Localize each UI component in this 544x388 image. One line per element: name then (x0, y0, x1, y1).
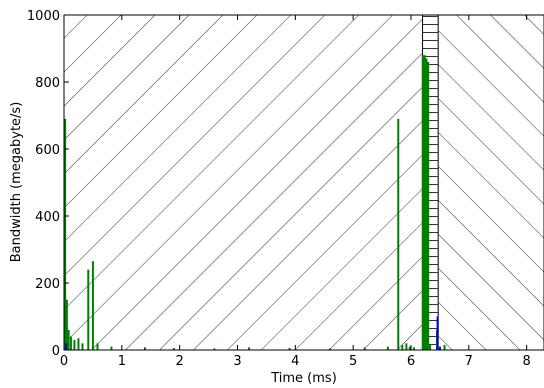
bar-0-29 (443, 344, 446, 350)
y-tick-label: 1000 (27, 9, 60, 24)
x-tick-label: 7 (465, 354, 473, 369)
x-tick-label: 2 (176, 354, 184, 369)
bar-0-17 (363, 347, 366, 350)
bar-0-21 (405, 343, 408, 350)
bar-0-15 (288, 347, 291, 350)
bar-0-10 (110, 346, 113, 350)
bar-0-8 (91, 261, 94, 350)
x-tick-label: 5 (349, 354, 357, 369)
bar-0-2 (67, 329, 70, 350)
data-bars (64, 55, 446, 350)
hatch-region-2 (438, 15, 544, 350)
bar-0-18 (386, 346, 389, 350)
x-tick-label: 3 (233, 354, 241, 369)
hatch-region-0 (64, 15, 423, 350)
bar-0-7 (87, 269, 90, 350)
y-tick-label: 200 (35, 277, 60, 292)
bar-0-16 (329, 348, 332, 350)
bar-0-26 (425, 61, 430, 350)
x-axis-ticks: 0 1 2 3 4 5 6 7 8 (60, 15, 531, 369)
x-tick-label: 8 (523, 354, 531, 369)
y-tick-label: 0 (52, 344, 60, 359)
y-tick-label: 600 (35, 143, 60, 158)
bar-0-6 (81, 343, 84, 350)
bar-0-9 (96, 343, 99, 350)
y-axis-label: Bandwidth (megabyte/s) (9, 102, 24, 263)
bar-0-1 (65, 299, 68, 350)
x-axis-label: Time (ms) (270, 371, 337, 386)
x-tick-label: 0 (60, 354, 68, 369)
y-tick-label: 400 (35, 210, 60, 225)
y-axis-ticks: 0 200 400 600 800 1000 (27, 9, 69, 359)
bar-0-19 (397, 118, 400, 350)
hatched-regions (64, 15, 544, 350)
bar-0-22 (408, 346, 411, 350)
bar-0-5 (77, 338, 80, 350)
x-tick-label: 4 (291, 354, 299, 369)
bar-0-11 (143, 347, 146, 350)
bar-0-14 (248, 347, 251, 350)
x-tick-label: 1 (118, 354, 126, 369)
plot-frame (63, 14, 544, 351)
bar-0-12 (172, 347, 175, 350)
y-tick-label: 800 (35, 76, 60, 91)
bar-0-3 (69, 336, 72, 350)
x-tick-label: 6 (407, 354, 415, 369)
bar-0-13 (213, 348, 216, 350)
bar-0-0 (64, 118, 67, 350)
bar-0-4 (73, 339, 76, 350)
bar-1-1 (436, 316, 439, 350)
bar-0-27 (429, 344, 432, 350)
bar-0-20 (401, 344, 404, 350)
bar-1-0 (65, 343, 68, 350)
bar-0-23 (412, 347, 415, 350)
bar-1-2 (438, 346, 441, 350)
